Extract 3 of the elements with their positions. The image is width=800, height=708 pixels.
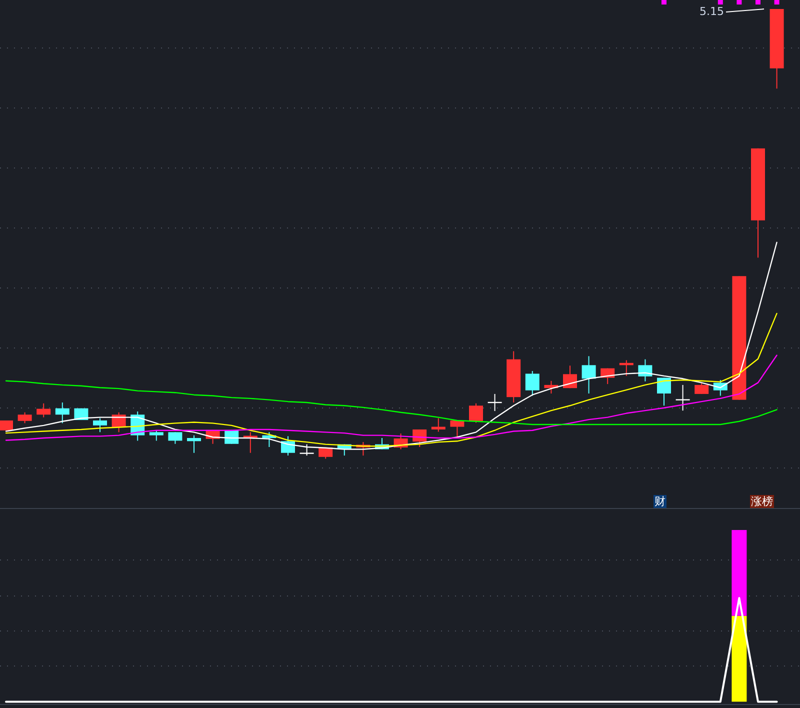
text: 财 — [654, 495, 666, 508]
annotation: 5.15 — [700, 5, 724, 18]
text: 涨榜 — [751, 495, 773, 508]
